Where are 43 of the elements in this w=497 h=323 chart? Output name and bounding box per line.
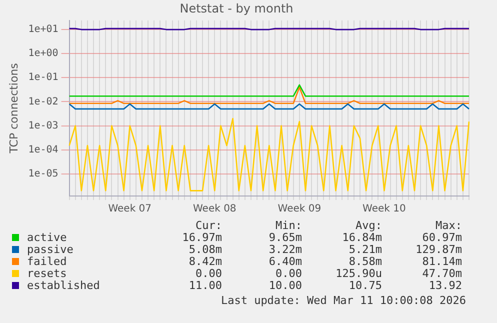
text: Cur: bbox=[194, 219, 222, 232]
y-tick-label: 1e+01 bbox=[28, 24, 58, 36]
text: 3.22m bbox=[268, 243, 302, 256]
chart-title: Netstat - by month bbox=[180, 1, 294, 16]
text: Avg: bbox=[354, 219, 382, 232]
text: 129.87m bbox=[414, 243, 462, 256]
legend-label: active bbox=[26, 231, 68, 244]
x-tick-label: Week 08 bbox=[192, 204, 236, 215]
legend-label: passive bbox=[26, 243, 74, 256]
text: 10.00 bbox=[268, 279, 302, 292]
text: 47.70m bbox=[421, 267, 462, 280]
y-tick-label: 1e-04 bbox=[28, 144, 58, 156]
legend-label: established bbox=[26, 279, 101, 292]
text: 16.84m bbox=[341, 231, 382, 244]
text: 5.21m bbox=[348, 243, 382, 256]
text: 8.58m bbox=[348, 255, 382, 268]
text: 60.97m bbox=[421, 231, 462, 244]
x-tick-label: Week 10 bbox=[362, 204, 406, 215]
y-tick-label: 1e-05 bbox=[28, 168, 58, 180]
text: 0.00 bbox=[194, 267, 222, 280]
text: 81.14m bbox=[421, 255, 462, 268]
text: Max: bbox=[434, 219, 462, 232]
legend-label: resets bbox=[26, 267, 68, 280]
text: 13.92 bbox=[428, 279, 462, 292]
text: 9.65m bbox=[268, 231, 302, 244]
text: Min: bbox=[274, 219, 302, 232]
y-tick-label: 1e-03 bbox=[28, 120, 58, 132]
text: 11.00 bbox=[188, 279, 222, 292]
y-tick-label: 1e-02 bbox=[28, 96, 58, 108]
y-tick-label: 1e-01 bbox=[28, 72, 58, 84]
text: 10.75 bbox=[348, 279, 382, 292]
y-tick-label: 1e+00 bbox=[28, 48, 58, 60]
text: 16.97m bbox=[181, 231, 222, 244]
text: 6.40m bbox=[268, 255, 302, 268]
text: Last update: Wed Mar 11 10:00:08 2026 bbox=[220, 294, 466, 307]
y-axis-title: TCP connections bbox=[7, 62, 20, 154]
x-tick-label: Week 09 bbox=[278, 204, 322, 215]
legend-label: failed bbox=[26, 255, 67, 268]
text: 5.08m bbox=[188, 243, 222, 256]
x-tick-label: Week 07 bbox=[108, 204, 152, 215]
text: 0.00 bbox=[274, 267, 302, 280]
text: 125.90u bbox=[334, 267, 382, 280]
text: 8.42m bbox=[188, 255, 222, 268]
